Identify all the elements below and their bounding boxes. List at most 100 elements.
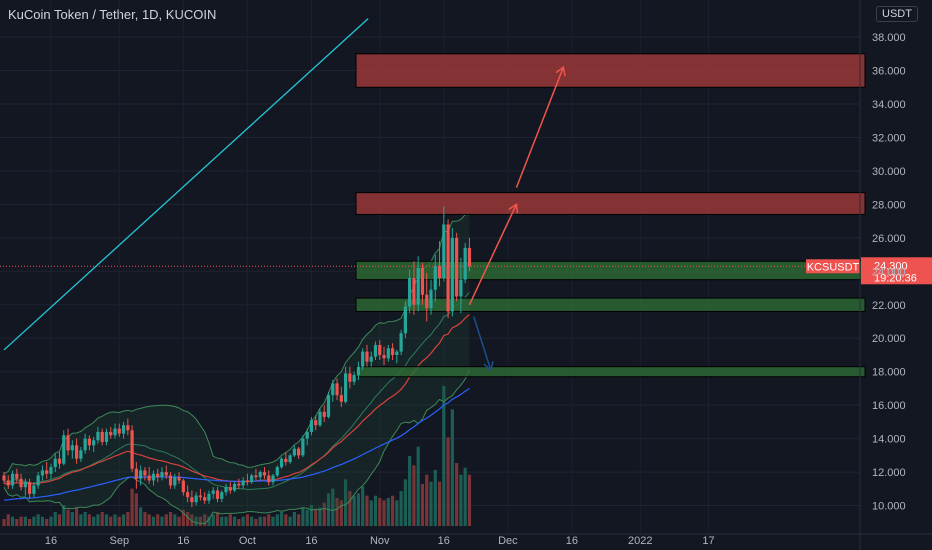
volume-bar (36, 514, 40, 526)
volume-bar (420, 484, 425, 526)
candle-body (314, 420, 318, 426)
candle-body (130, 430, 134, 469)
trendline (3, 18, 369, 351)
candle-body (267, 475, 271, 483)
volume-bar (455, 463, 459, 526)
y-tick-label: 22.000 (872, 300, 906, 312)
candle-body (322, 411, 326, 417)
volume-bar (83, 512, 87, 526)
volume-bar (309, 505, 314, 526)
candle-body (365, 351, 369, 362)
candle-body (92, 440, 96, 446)
volume-bar (386, 498, 390, 526)
support-zone (355, 260, 866, 281)
volume-bar (45, 519, 49, 526)
volume-bar (412, 465, 416, 526)
candle-body (19, 478, 23, 488)
candle-body (104, 431, 109, 442)
candle-body (467, 247, 472, 267)
volume-bar (40, 516, 45, 526)
candle-body (156, 473, 160, 478)
volume-bar (348, 491, 352, 526)
candle-body (395, 351, 399, 355)
volume-bar (79, 514, 83, 526)
volume-bar (275, 514, 279, 526)
support-zone (355, 366, 866, 378)
volume-bar (15, 519, 19, 526)
candle-body (173, 477, 177, 486)
candle-body (190, 497, 194, 503)
candle-body (224, 487, 228, 493)
candle-body (284, 458, 288, 463)
candle-body (57, 458, 62, 464)
candle-body (6, 480, 10, 486)
candle-body (429, 289, 433, 309)
candle-body (177, 477, 181, 481)
candle-body (87, 438, 91, 446)
candle-body (279, 458, 284, 468)
y-tick-label: 32.000 (872, 132, 906, 144)
volume-bar (49, 516, 53, 526)
candle-body (408, 278, 412, 307)
candle-body (15, 473, 19, 479)
candle-body (442, 224, 446, 278)
candle-body (433, 266, 437, 290)
last-price-badge (861, 257, 932, 285)
x-tick-label: 16 (305, 535, 317, 547)
candle-body (203, 497, 207, 501)
x-tick-label: 16 (438, 535, 450, 547)
candle-body (147, 475, 151, 481)
candle-body (241, 480, 245, 486)
candle-body (232, 483, 237, 491)
currency-button[interactable]: USDT (876, 6, 918, 22)
volume-bar (339, 500, 343, 526)
candle-body (62, 435, 66, 464)
y-tick-label: 24.000 (872, 266, 906, 278)
volume-bar (301, 507, 305, 526)
volume-bar (28, 519, 32, 526)
candle-body (416, 267, 420, 305)
candle-body (425, 294, 429, 309)
candle-body (403, 306, 407, 334)
volume-bar (198, 516, 203, 526)
indicators (3, 214, 470, 525)
resistance-zone (355, 53, 866, 88)
candle-body (2, 475, 6, 481)
volume-bar (113, 514, 117, 526)
candle-body (113, 428, 117, 436)
candle-body (450, 237, 454, 312)
volume-bar (147, 514, 151, 526)
volume-bar (168, 512, 173, 526)
candle-body (36, 475, 40, 486)
volume-bar (19, 516, 23, 526)
bollinger-upper (3, 214, 470, 475)
x-tick-label: 16 (177, 535, 189, 547)
volume-bar (96, 514, 100, 526)
candle-body (326, 395, 331, 417)
volume-bar (433, 470, 437, 526)
candle-body (463, 247, 467, 280)
candle-body (237, 483, 241, 486)
candle-body (181, 480, 185, 493)
volume-bar (181, 509, 185, 526)
volume-bar (57, 514, 62, 526)
candle-body (275, 467, 279, 476)
candle-body (352, 375, 356, 382)
candle-body (100, 431, 104, 442)
candle-body (121, 425, 126, 434)
symbol-label: KCSUSDT (807, 261, 860, 273)
volume-bar (335, 498, 339, 526)
volume-bar (74, 507, 79, 526)
volume-bar (271, 516, 275, 526)
last-price-value: 24.300 (874, 260, 908, 272)
candle-body (292, 448, 296, 456)
volume-bar (245, 514, 249, 526)
candle-body (49, 467, 53, 474)
y-tick-label: 20.000 (872, 333, 906, 345)
volume-bar (70, 512, 74, 526)
volume-bar (305, 509, 309, 526)
candle-body (40, 470, 45, 476)
x-tick-label: 17 (702, 535, 714, 547)
volume-bar (215, 512, 220, 526)
